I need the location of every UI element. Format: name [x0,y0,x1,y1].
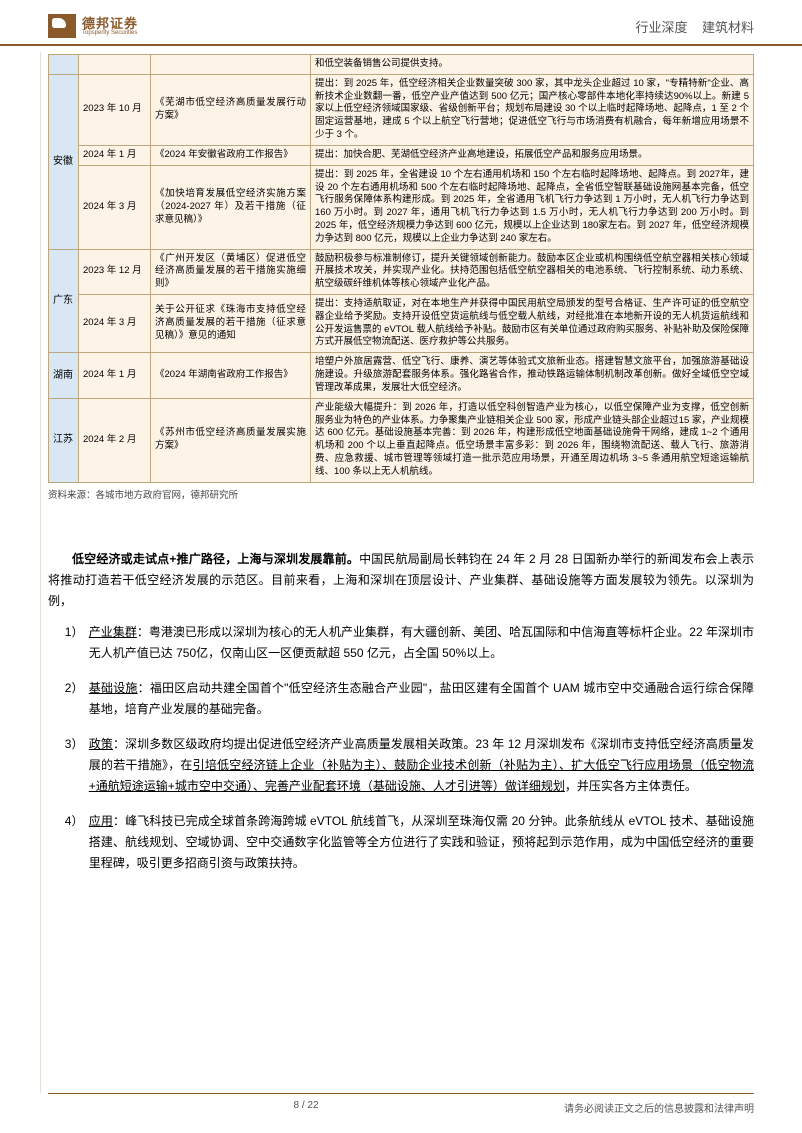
brand-name-cn: 德邦证券 [82,17,138,30]
brand-logo: 德邦证券 Topsperity Securities [48,14,138,38]
date-cell: 2024 年 1 月 [79,353,151,398]
item-label: 基础设施 [89,681,138,695]
table-row: 2024 年 3 月关于公开征求《珠海市支持低空经济高质量发展的若干措施（征求意… [49,295,754,353]
item-label: 政策 [89,737,113,751]
left-margin-rule [40,52,41,1093]
item-text: ：峰飞科技已完成全球首条跨海跨城 eVTOL 航线首飞，从深圳至珠海仅需 20 … [89,814,754,870]
policy-content: 和低空装备销售公司提供支持。 [311,55,754,75]
date-cell: 2024 年 1 月 [79,145,151,165]
lead-bold: 低空经济或走试点+推广路径，上海与深圳发展靠前。 [72,552,359,566]
table-row: 和低空装备销售公司提供支持。 [49,55,754,75]
item-number: 1） [65,622,84,643]
policy-content: 提出：到 2025 年，全省建设 10 个左右通用机场和 150 个左右临时起降… [311,165,754,249]
table-row: 江苏2024 年 2 月《苏州市低空经济高质量发展实施方案》产业能级大幅提升：到… [49,398,754,482]
policy-content: 提出：支持适航取证，对在本地生产并获得中国民用航空局颁发的型号合格证、生产许可证… [311,295,754,353]
doc-cell: 《芜湖市低空经济高质量发展行动方案》 [151,74,311,145]
province-cell: 广东 [49,249,79,353]
policy-table: 和低空装备销售公司提供支持。安徽2023 年 10 月《芜湖市低空经济高质量发展… [48,54,754,483]
date-cell: 2024 年 3 月 [79,165,151,249]
brand-name-en: Topsperity Securities [82,30,138,36]
list-item: 2）基础设施：福田区启动共建全国首个"低空经济生态融合产业园"，盐田区建有全国首… [89,678,754,720]
list-item: 4）应用：峰飞科技已完成全球首条跨海跨城 eVTOL 航线首飞，从深圳至珠海仅需… [89,811,754,874]
item-number: 3） [65,734,84,755]
doc-sector: 建筑材料 [702,20,754,35]
table-row: 湖南2024 年 1 月《2024 年湖南省政府工作报告》培塑户外旅居露营、低空… [49,353,754,398]
table-row: 广东2023 年 12 月《广州开发区（黄埔区）促进低空经济高质量发展的若干措施… [49,249,754,294]
header-breadcrumb: 行业深度 建筑材料 [636,17,754,36]
table-row: 安徽2023 年 10 月《芜湖市低空经济高质量发展行动方案》提出：到 2025… [49,74,754,145]
numbered-list: 1） 产业集群：粤港澳已形成以深圳为核心的无人机产业集群，有大疆创新、美团、哈瓦国… [48,622,754,874]
doc-cell: 《2024 年湖南省政府工作报告》 [151,353,311,398]
lead-paragraph: 低空经济或走试点+推广路径，上海与深圳发展靠前。中国民航局副局长韩钧在 24 年… [48,549,754,612]
item-number: 2） [65,678,84,699]
item-text: ：福田区启动共建全国首个"低空经济生态融合产业园"，盐田区建有全国首个 UAM … [89,681,754,716]
list-item: 3）政策：深圳多数区级政府均提出促进低空经济产业高质量发展相关政策。23 年 1… [89,734,754,797]
logo-icon [48,14,76,38]
item-number: 4） [65,811,84,832]
table-row: 2024 年 1 月《2024 年安徽省政府工作报告》提出：加快合肥、芜湖低空经… [49,145,754,165]
page-footer: 8 / 22 请务必阅读正文之后的信息披露和法律声明 [48,1093,754,1115]
item-text: ：粤港澳已形成以深圳为核心的无人机产业集群，有大疆创新、美团、哈瓦国际和中信海直… [89,625,754,660]
doc-cell: 关于公开征求《珠海市支持低空经济高质量发展的若干措施（征求意见稿）》意见的通知 [151,295,311,353]
table-row: 2024 年 3 月《加快培育发展低空经济实施方案（2024-2027 年）及若… [49,165,754,249]
policy-content: 产业能级大幅提升：到 2026 年，打造以低空科创智造产业为核心，以低空保障产业… [311,398,754,482]
policy-content: 提出：加快合肥、芜湖低空经济产业高地建设，拓展低空产品和服务应用场景。 [311,145,754,165]
doc-cell: 《广州开发区（黄埔区）促进低空经济高质量发展的若干措施实施细则》 [151,249,311,294]
date-cell: 2024 年 3 月 [79,295,151,353]
province-cell: 江苏 [49,398,79,482]
date-cell: 2023 年 12 月 [79,249,151,294]
policy-content: 鼓励积极参与标准制修订，提升关键领域创新能力。鼓励本区企业或机构围绕低空航空器相… [311,249,754,294]
item-text: ，并压实各方主体责任。 [565,779,697,793]
item-label: 应用 [89,814,113,828]
date-cell: 2023 年 10 月 [79,74,151,145]
footer-disclaimer: 请务必阅读正文之后的信息披露和法律声明 [564,1100,754,1115]
body-text: 低空经济或走试点+推广路径，上海与深圳发展靠前。中国民航局副局长韩钧在 24 年… [48,549,754,874]
policy-content: 提出：到 2025 年，低空经济相关企业数量突破 300 家，其中龙头企业超过 … [311,74,754,145]
list-item: 1）产业集群：粤港澳已形成以深圳为核心的无人机产业集群，有大疆创新、美团、哈瓦国… [89,622,754,664]
doc-cell: 《苏州市低空经济高质量发展实施方案》 [151,398,311,482]
table-source: 资料来源：各城市地方政府官网，德邦研究所 [48,487,754,501]
doc-cell: 《2024 年安徽省政府工作报告》 [151,145,311,165]
item-label: 产业集群 [89,625,137,639]
doc-cell: 《加快培育发展低空经济实施方案（2024-2027 年）及若干措施（征求意见稿）… [151,165,311,249]
page-header: 德邦证券 Topsperity Securities 行业深度 建筑材料 [0,0,802,46]
policy-content: 培塑户外旅居露营、低空飞行、康养、演艺等体验式文旅新业态。搭建智慧文旅平台，加强… [311,353,754,398]
date-cell: 2024 年 2 月 [79,398,151,482]
province-cell: 安徽 [49,74,79,249]
page-number: 8 / 22 [293,1100,318,1115]
doc-category: 行业深度 [636,20,688,35]
province-cell: 湖南 [49,353,79,398]
